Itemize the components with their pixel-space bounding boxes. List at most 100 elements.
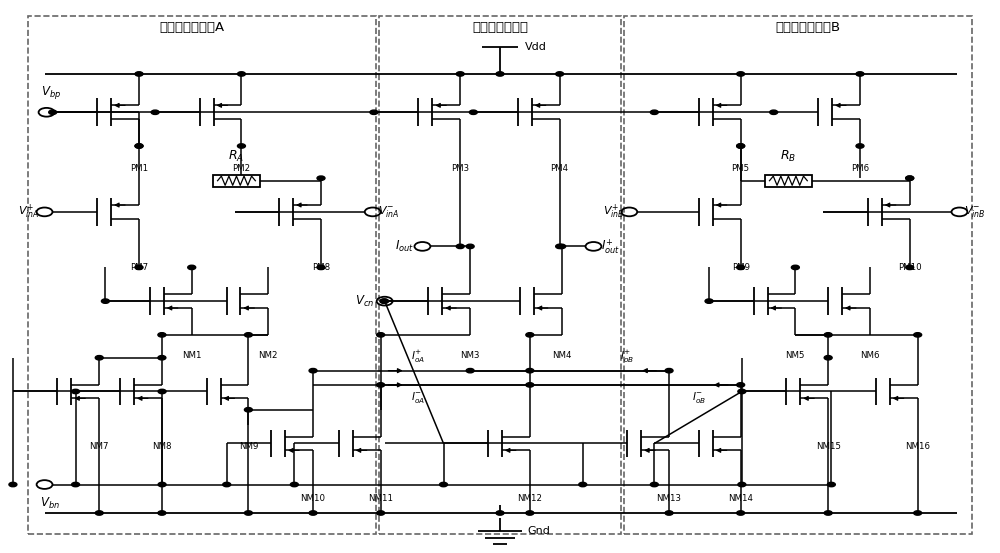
Text: NM13: NM13 bbox=[657, 494, 682, 503]
Circle shape bbox=[737, 144, 745, 148]
Text: PM9: PM9 bbox=[732, 263, 750, 272]
Circle shape bbox=[914, 511, 922, 515]
Text: $V_{inB}^{-}$: $V_{inB}^{-}$ bbox=[964, 205, 986, 220]
Circle shape bbox=[650, 482, 658, 487]
Circle shape bbox=[738, 389, 746, 394]
Text: Gnd: Gnd bbox=[528, 526, 551, 536]
Text: NM8: NM8 bbox=[152, 442, 172, 451]
Circle shape bbox=[377, 333, 385, 337]
Circle shape bbox=[309, 368, 317, 373]
Circle shape bbox=[72, 482, 80, 487]
Text: NM16: NM16 bbox=[905, 442, 930, 451]
Circle shape bbox=[556, 244, 564, 249]
Circle shape bbox=[440, 482, 447, 487]
Circle shape bbox=[526, 368, 534, 373]
Circle shape bbox=[526, 511, 534, 515]
Text: PM1: PM1 bbox=[130, 164, 148, 173]
Circle shape bbox=[556, 72, 564, 76]
Text: NM15: NM15 bbox=[816, 442, 841, 451]
Text: PM6: PM6 bbox=[851, 164, 869, 173]
Text: PM8: PM8 bbox=[312, 263, 330, 272]
Text: $I_{oA}^{+}$: $I_{oA}^{+}$ bbox=[411, 349, 424, 365]
Circle shape bbox=[151, 110, 159, 114]
Circle shape bbox=[244, 333, 252, 337]
Circle shape bbox=[856, 144, 864, 148]
Text: $I_{oB}^{-}$: $I_{oB}^{-}$ bbox=[692, 390, 706, 405]
Text: $V_{inB}^{+}$: $V_{inB}^{+}$ bbox=[603, 203, 624, 221]
Circle shape bbox=[824, 511, 832, 515]
Circle shape bbox=[309, 511, 317, 515]
Circle shape bbox=[377, 383, 385, 387]
Circle shape bbox=[237, 144, 245, 148]
Text: 电压电流转换级B: 电压电流转换级B bbox=[776, 21, 841, 34]
Circle shape bbox=[377, 511, 385, 515]
Text: PM7: PM7 bbox=[130, 263, 148, 272]
Text: $V_{bp}$: $V_{bp}$ bbox=[41, 84, 61, 101]
Circle shape bbox=[558, 244, 566, 249]
Text: $V_{cn}$: $V_{cn}$ bbox=[355, 294, 375, 309]
Circle shape bbox=[579, 482, 587, 487]
Text: PM2: PM2 bbox=[232, 164, 251, 173]
Circle shape bbox=[158, 389, 166, 394]
Text: NM2: NM2 bbox=[259, 351, 278, 361]
Text: $I_{oB}^{+}$: $I_{oB}^{+}$ bbox=[620, 349, 634, 365]
Circle shape bbox=[223, 482, 231, 487]
Circle shape bbox=[188, 265, 196, 270]
Circle shape bbox=[158, 333, 166, 337]
Text: NM11: NM11 bbox=[368, 494, 393, 503]
Text: NM7: NM7 bbox=[89, 442, 109, 451]
Text: NM4: NM4 bbox=[552, 351, 571, 361]
Circle shape bbox=[244, 408, 252, 412]
Circle shape bbox=[72, 389, 80, 394]
Circle shape bbox=[914, 333, 922, 337]
Circle shape bbox=[95, 356, 103, 360]
Circle shape bbox=[906, 176, 914, 180]
Circle shape bbox=[737, 511, 745, 515]
Text: NM10: NM10 bbox=[301, 494, 326, 503]
Text: NM14: NM14 bbox=[728, 494, 753, 503]
Text: $R_B$: $R_B$ bbox=[780, 149, 796, 164]
Circle shape bbox=[665, 511, 673, 515]
Circle shape bbox=[824, 356, 832, 360]
Circle shape bbox=[135, 265, 143, 270]
Circle shape bbox=[737, 383, 745, 387]
Text: PM3: PM3 bbox=[451, 164, 469, 173]
Circle shape bbox=[738, 482, 746, 487]
Text: NM12: NM12 bbox=[517, 494, 542, 503]
Circle shape bbox=[466, 368, 474, 373]
Circle shape bbox=[158, 356, 166, 360]
Circle shape bbox=[737, 265, 745, 270]
Circle shape bbox=[705, 299, 713, 304]
Text: PM10: PM10 bbox=[898, 263, 922, 272]
Circle shape bbox=[496, 72, 504, 76]
Circle shape bbox=[101, 299, 109, 304]
Circle shape bbox=[456, 244, 464, 249]
Circle shape bbox=[856, 72, 864, 76]
Bar bbox=[213, 175, 260, 187]
Circle shape bbox=[906, 176, 914, 180]
Text: PM4: PM4 bbox=[551, 164, 569, 173]
Circle shape bbox=[456, 72, 464, 76]
Circle shape bbox=[370, 110, 378, 114]
Text: 共享电流输出级: 共享电流输出级 bbox=[472, 21, 528, 34]
Text: NM6: NM6 bbox=[860, 351, 880, 361]
Text: $V_{inA}^{+}$: $V_{inA}^{+}$ bbox=[18, 203, 40, 221]
Circle shape bbox=[237, 72, 245, 76]
Circle shape bbox=[135, 144, 143, 148]
Text: NM5: NM5 bbox=[786, 351, 805, 361]
Circle shape bbox=[650, 110, 658, 114]
Circle shape bbox=[526, 333, 534, 337]
Circle shape bbox=[158, 511, 166, 515]
Text: 电压电流转换级A: 电压电流转换级A bbox=[159, 21, 224, 34]
Text: $V_{inA}^{-}$: $V_{inA}^{-}$ bbox=[378, 205, 399, 220]
Circle shape bbox=[317, 265, 325, 270]
Text: $V_{bn}$: $V_{bn}$ bbox=[40, 495, 60, 510]
Text: $I_{oA}^{-}$: $I_{oA}^{-}$ bbox=[411, 390, 424, 405]
Text: NM9: NM9 bbox=[239, 442, 258, 451]
Circle shape bbox=[526, 383, 534, 387]
Circle shape bbox=[469, 110, 477, 114]
Text: $I_{out}$: $I_{out}$ bbox=[395, 239, 414, 254]
Circle shape bbox=[770, 110, 778, 114]
Circle shape bbox=[665, 368, 673, 373]
Circle shape bbox=[824, 333, 832, 337]
